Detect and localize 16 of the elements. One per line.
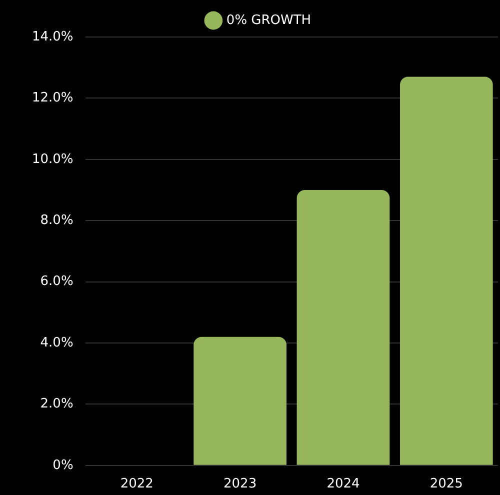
legend-label: 0% GROWTH — [226, 12, 312, 28]
bar — [400, 76, 493, 465]
y-tick-label: 12.0% — [32, 90, 74, 106]
y-tick-label: 2.0% — [40, 396, 74, 412]
x-tick-label: 2025 — [430, 476, 463, 492]
x-tick-label: 2023 — [224, 476, 257, 492]
y-tick-label: 8.0% — [40, 212, 74, 228]
y-tick-label: 4.0% — [40, 335, 74, 350]
y-tick-label: 10.0% — [32, 152, 74, 167]
y-tick-label: 6.0% — [40, 274, 74, 290]
x-tick-label: 2024 — [326, 476, 360, 492]
y-tick-label: 14.0% — [32, 29, 74, 44]
y-tick-label: 0% — [52, 458, 74, 473]
bar — [296, 190, 390, 465]
x-tick-label: 2022 — [120, 476, 154, 492]
bar — [194, 336, 286, 465]
